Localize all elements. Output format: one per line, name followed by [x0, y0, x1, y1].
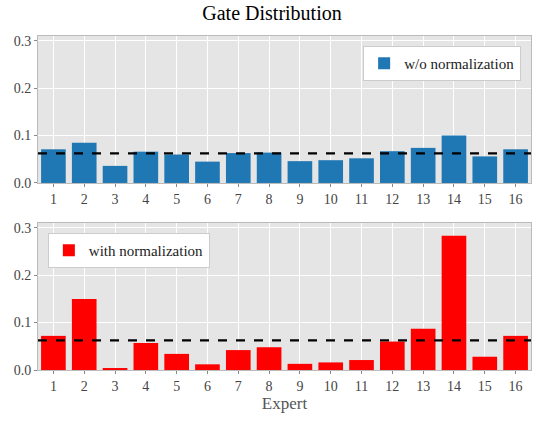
- svg-text:3: 3: [112, 192, 119, 207]
- svg-text:13: 13: [416, 379, 430, 394]
- svg-text:with normalization: with normalization: [89, 243, 203, 259]
- svg-text:0.2: 0.2: [14, 268, 32, 283]
- svg-text:8: 8: [266, 379, 273, 394]
- svg-text:15: 15: [478, 192, 492, 207]
- svg-text:0.2: 0.2: [14, 81, 32, 96]
- svg-text:w/o normalization: w/o normalization: [404, 56, 514, 72]
- svg-text:1: 1: [50, 192, 57, 207]
- svg-text:7: 7: [235, 379, 242, 394]
- svg-text:2: 2: [81, 379, 88, 394]
- svg-text:15: 15: [478, 379, 492, 394]
- svg-text:1: 1: [50, 379, 57, 394]
- svg-text:0.3: 0.3: [14, 221, 32, 236]
- svg-text:16: 16: [509, 379, 523, 394]
- svg-text:0.1: 0.1: [14, 128, 32, 143]
- svg-text:0.0: 0.0: [14, 176, 32, 191]
- svg-text:10: 10: [324, 192, 338, 207]
- svg-text:5: 5: [173, 379, 180, 394]
- svg-text:0.0: 0.0: [14, 363, 32, 378]
- svg-text:9: 9: [296, 379, 303, 394]
- svg-text:14: 14: [447, 379, 461, 394]
- svg-text:Gate Distribution: Gate Distribution: [202, 2, 341, 24]
- svg-text:12: 12: [385, 192, 399, 207]
- svg-text:Expert: Expert: [262, 394, 308, 413]
- svg-text:4: 4: [142, 192, 149, 207]
- svg-text:0.1: 0.1: [14, 315, 32, 330]
- svg-text:16: 16: [509, 192, 523, 207]
- svg-text:6: 6: [204, 192, 211, 207]
- svg-text:5: 5: [173, 192, 180, 207]
- svg-text:2: 2: [81, 192, 88, 207]
- svg-text:14: 14: [447, 192, 461, 207]
- svg-text:0.3: 0.3: [14, 34, 32, 49]
- svg-text:13: 13: [416, 192, 430, 207]
- svg-text:12: 12: [385, 379, 399, 394]
- svg-text:3: 3: [112, 379, 119, 394]
- svg-text:10: 10: [324, 379, 338, 394]
- svg-text:8: 8: [266, 192, 273, 207]
- svg-text:6: 6: [204, 379, 211, 394]
- svg-text:9: 9: [296, 192, 303, 207]
- svg-text:7: 7: [235, 192, 242, 207]
- svg-text:11: 11: [355, 379, 368, 394]
- svg-text:11: 11: [355, 192, 368, 207]
- svg-text:4: 4: [142, 379, 149, 394]
